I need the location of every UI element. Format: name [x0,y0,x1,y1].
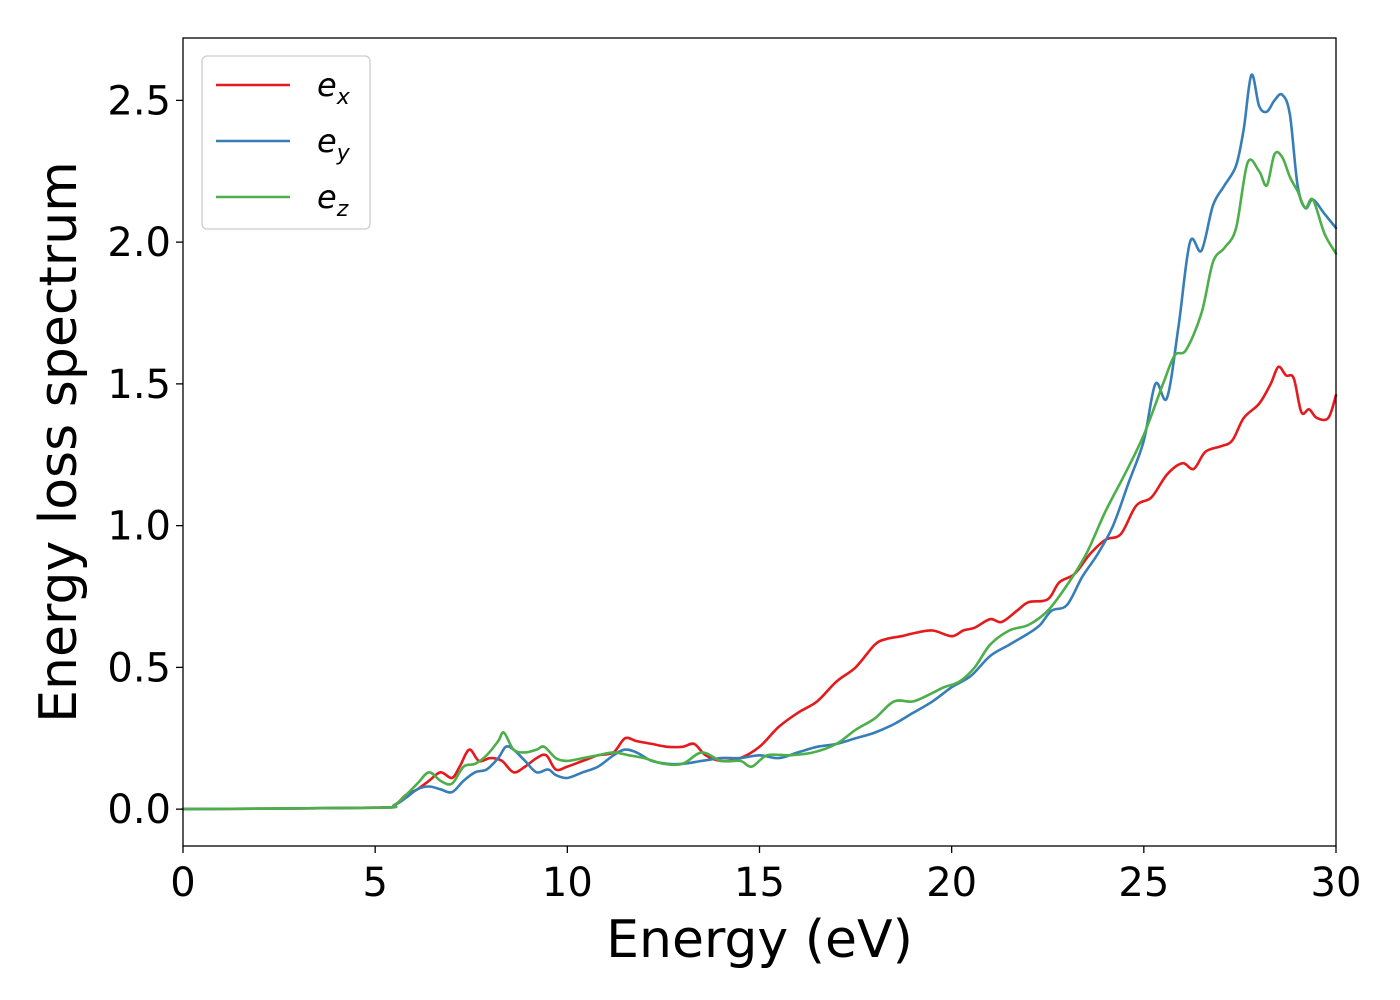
x-tick-label: 20 [926,860,977,906]
x-axis-label: Energy (eV) [606,910,913,970]
y-tick-label: 2.5 [107,78,171,124]
y-tick-label: 2.0 [107,220,171,266]
series-line-y [181,73,1338,811]
x-axis-ticks: 0 5 10 15 20 25 30 [170,846,1361,906]
x-tick-label: 0 [170,860,195,906]
y-tick-label: 1.0 [107,504,171,550]
y-axis-label: Energy loss spectrum [29,161,89,723]
legend-label-x: ex [317,66,351,110]
y-axis-ticks: 0.0 0.5 1.0 1.5 2.0 2.5 [107,78,183,833]
legend-label-y: ey [317,122,351,166]
x-tick-label: 10 [542,860,593,906]
series-lines [181,73,1338,811]
y-tick-label: 0.0 [107,787,171,833]
y-tick-label: 0.5 [107,645,171,691]
y-tick-label: 1.5 [107,362,171,408]
legend-box [201,55,371,230]
x-tick-label: 5 [362,860,387,906]
legend-label-z: ez [317,178,349,222]
x-tick-label: 30 [1311,860,1362,906]
x-tick-label: 25 [1118,860,1169,906]
series-line-z [181,150,1338,811]
x-tick-label: 15 [734,860,785,906]
legend: ex ey ez [201,55,371,230]
